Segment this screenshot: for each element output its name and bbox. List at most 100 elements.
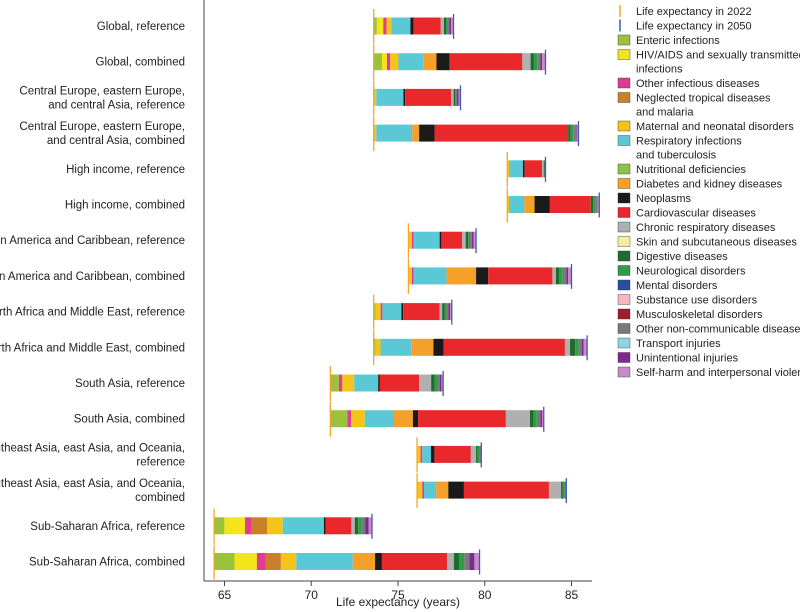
row-label-line: North Africa and Middle East, reference [0, 307, 185, 319]
bar-segment-neuro [434, 374, 438, 392]
bar-segment-otherinf [411, 231, 414, 249]
bar-row: Latin America and Caribbean, reference [0, 223, 477, 259]
bar-segment-chronicresp [548, 481, 562, 499]
bar-segment-digestive [570, 338, 576, 356]
bar-segment-chronicresp [439, 303, 443, 321]
bar-segment-neuro [458, 553, 465, 570]
legend-item-diabetes: Diabetes and kidney diseases [617, 178, 783, 191]
legend-swatch-digestive [617, 250, 631, 262]
legend-item-hiv: HIV/AIDS and sexually transmitted infecti… [617, 49, 800, 76]
bar-segment-otherinf [386, 53, 391, 71]
legend-label-line: Enteric infections [636, 35, 720, 47]
bar-segment-cardio [381, 553, 448, 570]
legend-label: Neurological disorders [636, 266, 746, 278]
bar-segment-respinf [376, 88, 404, 106]
bar-segment-chronicresp [462, 231, 466, 249]
bar-segment-respinf [354, 374, 379, 392]
legend-item-transport: Transport injuries [617, 337, 721, 350]
legend: Life expectancy in 2022 Life expectancy i… [617, 5, 800, 379]
bar-segment-selfharm [568, 267, 572, 285]
legend-swatch-hiv [617, 49, 631, 60]
legend-swatch-selfharm [617, 366, 631, 378]
bar-segment-unintentional [457, 88, 459, 106]
bar-segment-chronicresp [522, 53, 531, 71]
bar-row: Southeast Asia, east Asia, and Oceania, r… [0, 437, 482, 473]
bar-segment-otherinf [338, 374, 343, 392]
bar-segment-otherncd [562, 267, 567, 285]
bar-segment-hiv [376, 17, 384, 35]
bar-segment-digestive [465, 231, 469, 249]
row-label: Latin America and Caribbean, combined [0, 271, 185, 283]
legend-label-line: Transport injuries [636, 338, 721, 350]
legend-label-line: and malaria [636, 107, 694, 119]
bar-row: South Asia, combined [74, 401, 545, 437]
bar-segment-neoplasms [412, 410, 419, 428]
bar-row: Latin America and Caribbean, combined [0, 258, 573, 294]
bar-segment-enteric [373, 53, 382, 71]
row-label-line: Sub-Saharan Africa, combined [29, 557, 185, 569]
bar-segment-selfharm [542, 53, 546, 71]
bar-row: Central Europe, eastern Europe, and centr… [19, 80, 462, 116]
legend-label-line: Skin and subcutaneous diseases [636, 237, 797, 249]
bar-segment-otherncd [470, 231, 472, 249]
bar-segment-selfharm [474, 553, 480, 570]
legend-label: Cardiovascular diseases [636, 208, 756, 220]
bar-segment-neuro [477, 445, 480, 463]
bar-segment-selfharm [451, 17, 454, 35]
legend-swatch-respinf [617, 135, 631, 146]
bar-segment-maternal [507, 196, 510, 213]
bar-segment-maternal [280, 553, 297, 570]
legend-swatch-otherncd [617, 323, 631, 334]
row-label: High income, reference [66, 164, 185, 176]
bar-segment-maternal [507, 160, 510, 178]
legend-item-respinf: Respiratory infections and tuberculosis [617, 135, 742, 162]
row-label: South Asia, reference [75, 378, 185, 390]
bar-segment-maternal [417, 481, 423, 499]
bar-segment-neoplasms [323, 517, 326, 535]
bar-segment-diabetes [352, 553, 376, 570]
row-label-line: Latin America and Caribbean, reference [0, 235, 185, 247]
bar-rows: Global, reference Global, combined Central… [0, 9, 600, 580]
legend-label-line: Maternal and neonatal disorders [636, 121, 794, 133]
bar-segment-cardio [463, 481, 549, 499]
legend-item-neuro: Neurological disorders [617, 265, 746, 278]
bar-row: North Africa and Middle East, reference [0, 294, 453, 330]
legend-label: Other non-communicable diseases [636, 324, 800, 336]
row-label: Sub-Saharan Africa, combined [29, 557, 185, 569]
legend-label: Respiratory infections and tuberculosis [636, 136, 742, 162]
bar-segment-otherinf [347, 410, 351, 428]
bar-row: High income, combined [65, 187, 600, 223]
bar-segment-unintentional [540, 410, 543, 428]
legend-label-line: Nutritional deficiencies [636, 164, 747, 176]
bar-segment-digestive [354, 517, 359, 535]
bar-segment-enteric [330, 374, 339, 392]
bar-segment-otherncd [573, 124, 576, 142]
legend-swatch-diabetes [617, 178, 631, 189]
x-axis-label: Life expectancy (years) [336, 595, 460, 609]
legend-swatch-maternal [617, 120, 631, 132]
bar-segment-cardio [418, 410, 506, 428]
bar-segment-enteric [373, 17, 377, 35]
bar-segment-neoplasms [403, 88, 406, 106]
bar-segment-neoplasms [430, 445, 435, 463]
bar-segment-maternal [386, 17, 392, 35]
bar-segment-otherncd [446, 303, 449, 321]
bar-segment-digestive [442, 303, 445, 321]
legend-swatch-cardio [617, 207, 631, 218]
bar-segment-chronicresp [451, 88, 454, 106]
legend-swatch-nutrition [617, 163, 631, 175]
bar-segment-cardio [441, 231, 463, 249]
bar-segment-maternal [342, 374, 355, 392]
bar-segment-maternal [375, 338, 381, 356]
legend-label: Enteric infections [636, 35, 720, 47]
row-label: Latin America and Caribbean, reference [0, 235, 185, 247]
bar-segment-selfharm [576, 124, 579, 142]
bar-segment-chronicresp [440, 17, 444, 35]
bar-segment-neoplasms [419, 124, 435, 142]
legend-label-line: Diabetes and kidney diseases [636, 179, 783, 191]
bar-segment-unintentional [439, 374, 442, 392]
bar-segment-neoplasms [433, 338, 444, 356]
bar-segment-cardio [413, 17, 441, 35]
bar-segment-respinf [376, 124, 413, 142]
bar-segment-cardio [379, 374, 420, 392]
